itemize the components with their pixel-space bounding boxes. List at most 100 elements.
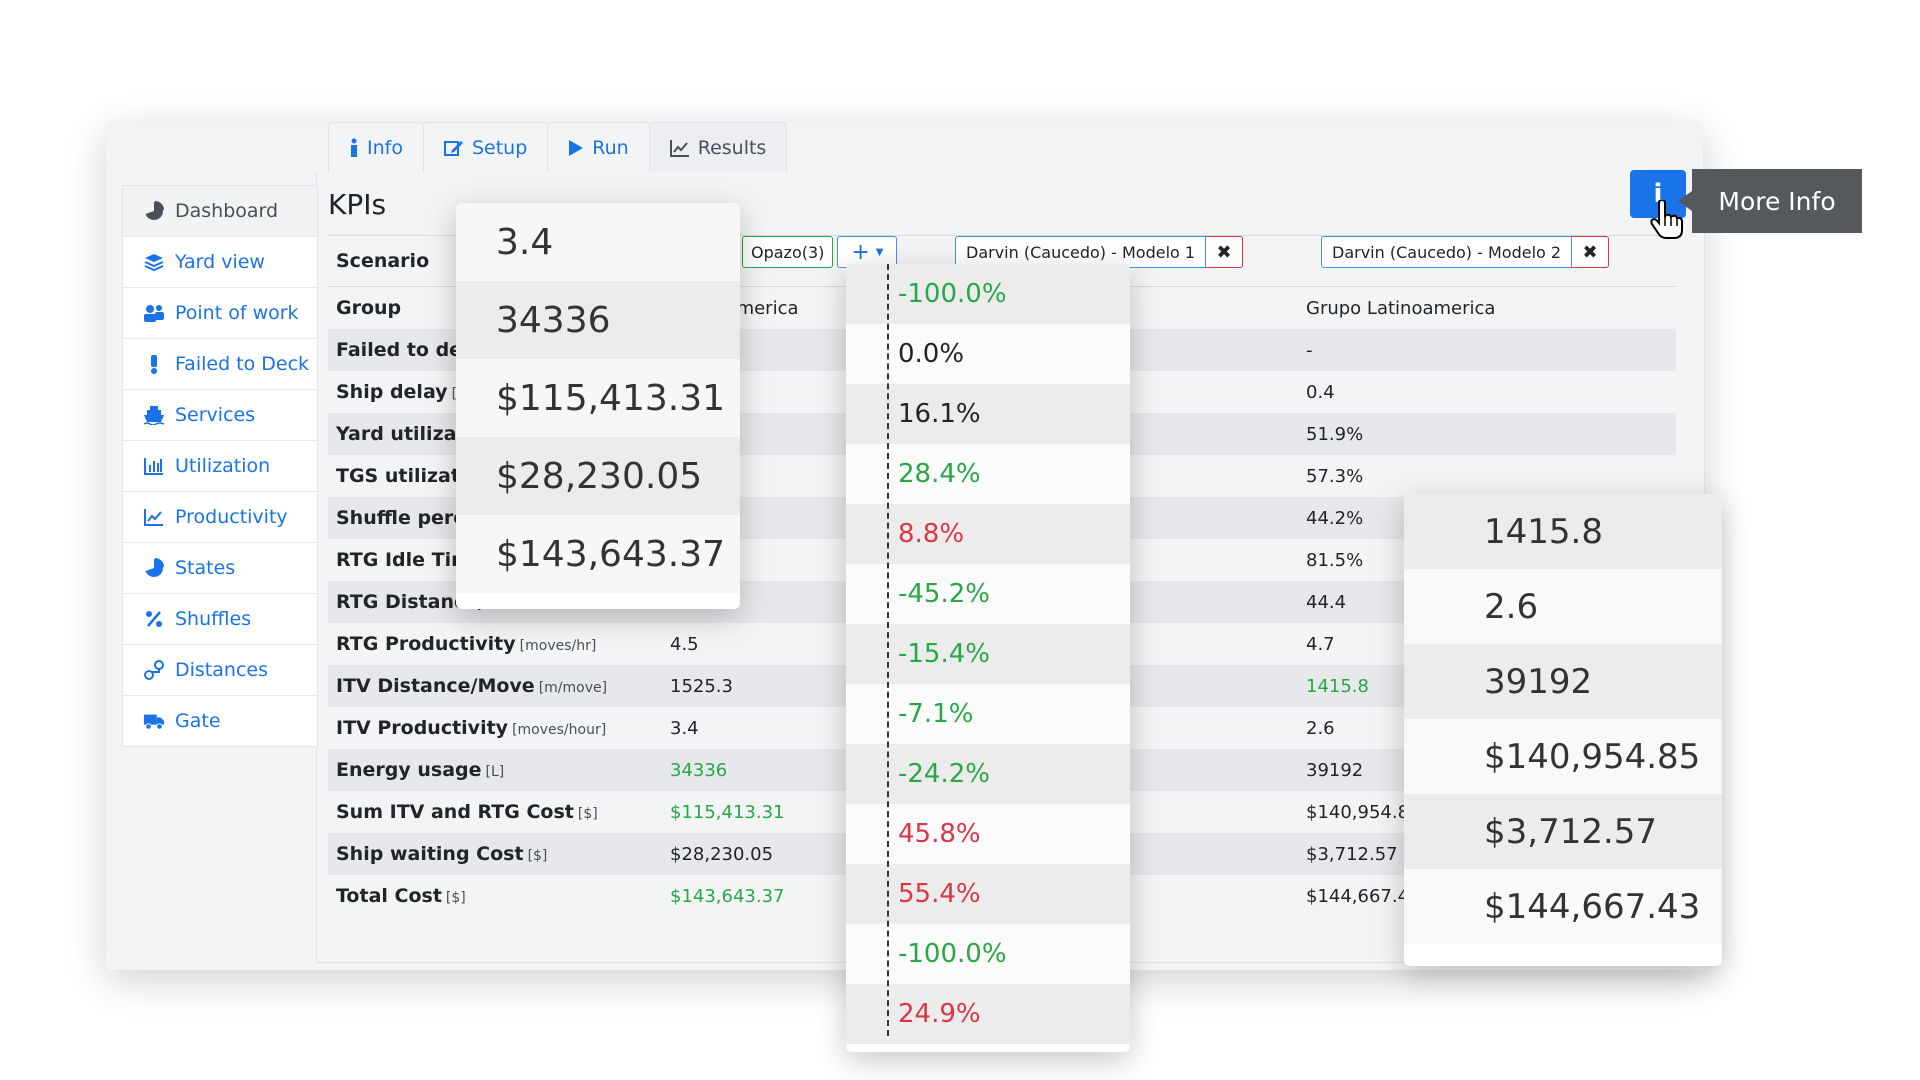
sidebar-item-gate[interactable]: Gate — [123, 696, 317, 746]
users-icon — [143, 302, 165, 324]
sidebar-item-label: Gate — [175, 710, 221, 732]
difference-value: 16.1% — [846, 384, 1130, 444]
difference-value: 24.9% — [846, 984, 1130, 1044]
kpi-value-scenario-3: 1415.8 — [1306, 675, 1369, 697]
scenario-1-label[interactable]: Opazo(3) — [742, 236, 834, 268]
zoom-card-scenario-3: 1415.8 2.6 39192 $140,954.85 $3,712.57 $144,6… — [1404, 494, 1722, 966]
ship-icon — [143, 404, 165, 426]
table-row: RTG Idle Time 81.5% — [328, 539, 1676, 581]
kpi-value-scenario-1: $143,643.37 — [670, 885, 785, 907]
kpi-label: ITV Productivity [moves/hour] — [336, 717, 607, 739]
zoom-card-scenario-1: 3.4 34336 $115,413.31 $28,230.05 $143,643.37 — [456, 203, 740, 609]
sidebar-item-label: Shuffles — [175, 608, 252, 630]
more-info-button[interactable]: i — [1630, 170, 1686, 218]
sidebar-item-label: Utilization — [175, 455, 271, 477]
hand-cursor-icon — [1650, 198, 1684, 244]
table-row: Total Cost [$] $143,643.37 $144,667.4 — [328, 875, 1676, 917]
difference-value: 0.0% — [846, 324, 1130, 384]
sidebar-item-label: Productivity — [175, 506, 288, 528]
kpi-value-scenario-3: 81.5% — [1306, 549, 1364, 571]
difference-value: -24.2% — [846, 744, 1130, 804]
zoom-value: $140,954.85 — [1404, 719, 1722, 794]
pie-chart-icon — [143, 200, 165, 222]
kpi-value-scenario-3: 4.7 — [1306, 633, 1335, 655]
kpi-value-scenario-1: 1525.3 — [670, 675, 733, 697]
table-row: ITV Productivity [moves/hour] 3.4 2.6 — [328, 707, 1676, 749]
kpi-label: Group — [336, 297, 402, 319]
kpi-value-scenario-3: 39192 — [1306, 759, 1364, 781]
kpi-value-scenario-1: 3.4 — [670, 717, 699, 739]
kpi-value-scenario-1: 34336 — [670, 759, 728, 781]
difference-value: -100.0% — [846, 924, 1130, 984]
sidebar-item-distances[interactable]: Distances — [123, 645, 317, 696]
difference-value: -15.4% — [846, 624, 1130, 684]
sidebar-item-states[interactable]: States — [123, 543, 317, 594]
tab-info[interactable]: Info — [328, 122, 424, 173]
zoom-value: $115,413.31 — [456, 359, 740, 437]
zoom-value: 3.4 — [456, 203, 740, 281]
kpi-value-scenario-3: 57.3% — [1306, 465, 1364, 487]
table-row: Sum ITV and RTG Cost [$] $115,413.31 $140,9… — [328, 791, 1676, 833]
tab-setup[interactable]: Setup — [422, 122, 549, 173]
kpi-value-scenario-1: $28,230.05 — [670, 843, 774, 865]
difference-value: -7.1% — [846, 684, 1130, 744]
sidebar-item-utilization[interactable]: Utilization — [123, 441, 317, 492]
scenario-tag-2: Darvin (Caucedo) - Modelo 1 ✖ — [955, 236, 1244, 268]
line-chart-icon — [143, 506, 165, 528]
pie-chart-icon — [143, 557, 165, 579]
difference-value: 8.8% — [846, 504, 1130, 564]
scenario-3-label: Darvin (Caucedo) - Modelo 2 — [1321, 236, 1573, 268]
remove-scenario-3-button[interactable]: ✖ — [1572, 236, 1610, 268]
tab-results[interactable]: Results — [648, 122, 788, 173]
zoom-value: $28,230.05 — [456, 437, 740, 515]
zoom-value: 2.6 — [1404, 569, 1722, 644]
difference-value: -45.2% — [846, 564, 1130, 624]
truck-icon — [143, 710, 165, 732]
sidebar-item-failed-to-deck[interactable]: Failed to Deck — [123, 339, 317, 390]
layers-icon — [143, 251, 165, 273]
sidebar-item-point-of-work[interactable]: Point of work — [123, 288, 317, 339]
tab-label: Info — [367, 137, 403, 159]
add-scenario-button[interactable]: + ▼ — [837, 236, 898, 268]
kpi-label: RTG Productivity [moves/hr] — [336, 633, 597, 655]
sidebar-item-dashboard[interactable]: Dashboard — [123, 186, 317, 237]
tab-run[interactable]: Run — [547, 122, 650, 173]
kpi-value-scenario-3: 44.2% — [1306, 507, 1364, 529]
remove-scenario-2-button[interactable]: ✖ — [1206, 236, 1244, 268]
route-icon — [143, 659, 165, 681]
kpi-value-scenario-3: 0.4 — [1306, 381, 1335, 403]
sidebar-item-label: Yard view — [175, 251, 265, 273]
zoom-value: 1415.8 — [1404, 494, 1722, 569]
kpi-value-scenario-3: Grupo Latinoamerica — [1306, 297, 1496, 319]
kpi-value-scenario-3: 44.4 — [1306, 591, 1347, 613]
kpi-value-scenario-3: $3,712.57 — [1306, 843, 1398, 865]
kpi-label: Ship delay[h] — [336, 381, 471, 403]
edit-icon — [443, 139, 464, 157]
dashed-divider — [887, 264, 889, 1036]
sidebar-item-yard-view[interactable]: Yard view — [123, 237, 317, 288]
tab-label: Results — [697, 137, 767, 159]
scenario-2-label: Darvin (Caucedo) - Modelo 1 — [955, 236, 1207, 268]
close-icon: ✖ — [1216, 241, 1232, 263]
kpi-label: ITV Distance/Move [m/move] — [336, 675, 608, 697]
kpi-label: Ship waiting Cost [$] — [336, 843, 548, 865]
bar-chart-icon — [143, 455, 165, 477]
kpi-value-scenario-3: $140,954.8 — [1306, 801, 1410, 823]
table-row: TGS utilization 57.3% — [328, 455, 1676, 497]
sidebar-item-label: States — [175, 557, 236, 579]
sidebar-item-productivity[interactable]: Productivity — [123, 492, 317, 543]
difference-value: 45.8% — [846, 804, 1130, 864]
tab-label: Run — [592, 137, 629, 159]
plus-icon: + — [851, 239, 870, 265]
info-icon: i — [1653, 179, 1663, 209]
play-icon — [568, 139, 584, 157]
sidebar-item-label: Point of work — [175, 302, 299, 324]
kpi-value-scenario-1: $115,413.31 — [670, 801, 785, 823]
close-icon: ✖ — [1582, 241, 1598, 263]
line-chart-icon — [669, 139, 690, 157]
top-tabs: Info Setup Run Results — [328, 122, 788, 173]
kpi-value-scenario-3: $144,667.4 — [1306, 885, 1410, 907]
caret-down-icon: ▼ — [875, 246, 884, 258]
sidebar-item-shuffles[interactable]: Shuffles — [123, 594, 317, 645]
sidebar-item-services[interactable]: Services — [123, 390, 317, 441]
